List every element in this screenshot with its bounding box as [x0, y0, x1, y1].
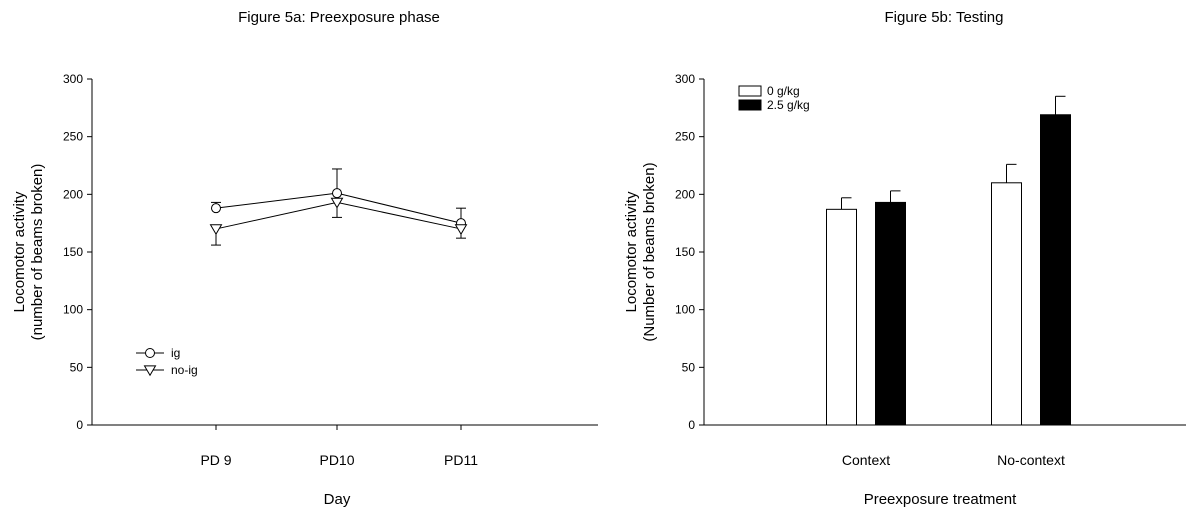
panel-a-ylabel-line2: (number of beams broken) [29, 164, 46, 341]
panel-b-y-tick-label: 300 [675, 72, 695, 86]
panel-a-y-tick-label: 250 [63, 130, 83, 144]
panel-a-x-tick-label: PD 9 [200, 452, 231, 468]
panel-a-axes: 0 50 100 150 200 250 300 PD 9 PD10 PD11 [63, 72, 598, 468]
panel-a-y-tick-label: 100 [63, 303, 83, 317]
panel-a-x-tick-label: PD11 [444, 452, 478, 468]
panel-b-y-tick-label: 200 [675, 187, 695, 201]
panel-b-xlabel: Preexposure treatment [864, 491, 1017, 508]
panel-a-point-ig [211, 203, 221, 214]
panel-b-legend-swatch-0 g/kg [738, 85, 762, 97]
panel-a-marks [209, 168, 468, 246]
panel-b-bar-2.5 g/kg [875, 201, 906, 426]
panel-a-legend-marker-no-ig [143, 365, 157, 377]
panel-b-ylabel-line2: (Number of beams broken) [641, 162, 658, 341]
panel-a-xlabel: Day [324, 491, 351, 508]
panel-b-ylabel-line1: Locomotor activity [623, 191, 640, 312]
panel-a-y-tick-label: 200 [63, 187, 83, 201]
panel-a-series-line-no-ig [215, 201, 462, 230]
panel-b-x-tick-label: No-context [997, 452, 1065, 468]
panel-b-y-tick-label: 250 [675, 130, 695, 144]
panel-b-bar-2.5 g/kg [1040, 114, 1071, 426]
panel-a-y-tick-label: 300 [63, 72, 83, 86]
panel-b-legend-label-0 g/kg: 0 g/kg [767, 84, 800, 98]
panel-b-axes: 0 50 100 150 200 250 300 Context No-context [675, 72, 1186, 468]
panel-b-y-tick-label: 0 [688, 418, 695, 432]
panel-b-legend-label-2.5 g/kg: 2.5 g/kg [767, 98, 810, 112]
panel-b-legend-swatch-2.5 g/kg [738, 99, 762, 111]
panel-a-legend-marker-ig [145, 348, 155, 358]
panel-a-x-tick-label: PD10 [319, 452, 354, 468]
panel-b-y-tick-label: 50 [682, 360, 696, 374]
panel-a-ylabel-line1: Locomotor activity [11, 191, 28, 312]
panel-a-y-tick-label: 0 [76, 418, 83, 432]
panel-b-bar-chart: Figure 5b: Testing Locomotor activity (N… [623, 9, 1186, 508]
panel-a-y-tick-label: 50 [70, 360, 84, 374]
panel-a-legend-label-ig: ig [171, 346, 180, 360]
panel-a-legend-label-no-ig: no-ig [171, 363, 198, 377]
panel-a-point-no-ig [330, 197, 344, 209]
panel-b-bar-0 g/kg [991, 182, 1022, 426]
panel-a-legend: ig no-ig [136, 346, 198, 377]
panel-b-x-tick-label: Context [842, 452, 890, 468]
panel-b-legend: 0 g/kg2.5 g/kg [738, 84, 810, 112]
panel-b-title: Figure 5b: Testing [885, 9, 1004, 26]
panel-b-y-tick-label: 150 [675, 245, 695, 259]
panel-a-title: Figure 5a: Preexposure phase [238, 9, 440, 26]
panel-b-marks [826, 95, 1071, 426]
panel-b-bar-0 g/kg [826, 208, 857, 426]
panel-b-y-tick-label: 100 [675, 303, 695, 317]
panel-a-point-ig [332, 188, 342, 199]
panel-a-point-no-ig [209, 224, 223, 236]
panel-a-point-no-ig [454, 224, 468, 236]
panel-a-y-tick-label: 150 [63, 245, 83, 259]
panel-a-line-chart: Figure 5a: Preexposure phase Locomotor a… [11, 9, 598, 508]
